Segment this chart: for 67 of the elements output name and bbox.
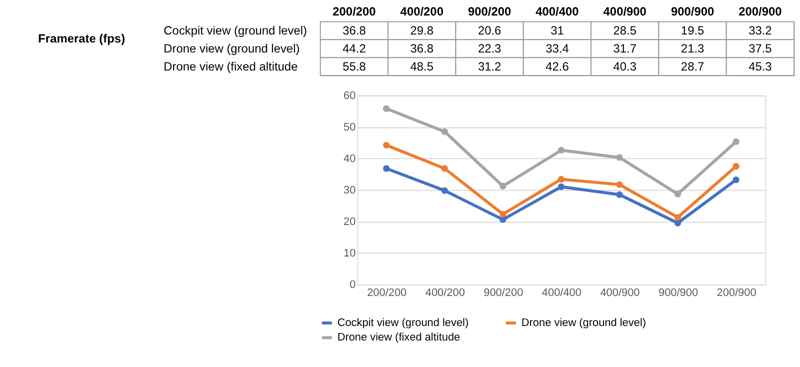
point [732,176,740,184]
y-tick-label: 50 [344,121,356,134]
data-label: 33.4 [546,42,570,56]
data-label: 44.2 [342,42,366,56]
x-tick-label: 400/400 [542,286,582,299]
point [616,154,623,161]
point [383,142,390,149]
data-label: 19.5 [680,24,705,38]
y-tick-label: Drone view (ground level) [164,42,300,56]
y-tick-label: 40 [344,152,356,165]
point [558,183,565,190]
data-label: 21.3 [680,42,705,56]
data-label: 28.5 [613,24,637,38]
point [616,181,623,188]
point [383,165,390,172]
x-tick-label: 900/900 [670,4,714,18]
data-label: 29.8 [410,24,434,38]
x-tick-label: 900/900 [658,286,698,299]
y-tick-label: 60 [344,90,356,102]
data-label: 42.6 [546,60,570,74]
point [500,182,506,190]
point [500,210,506,218]
data-label: 31.2 [478,60,502,74]
point [441,165,448,172]
data-label: 36.8 [342,24,366,38]
point [441,128,448,135]
point [383,105,390,112]
data-label: 40.3 [613,60,637,74]
x-tick-label: 400/200 [400,4,444,18]
data-label: 28.7 [680,60,705,74]
point [674,220,682,226]
x-tick-label: 900/200 [468,4,512,18]
data-label: 36.8 [410,42,434,56]
y-tick-label: 0 [350,278,356,291]
y-tick-label: 10 [344,247,356,260]
data-label: 20.6 [478,24,502,38]
data-label: 37.5 [748,42,772,56]
x-tick-label: 400/400 [536,4,580,18]
x-tick-label: 400/900 [600,286,640,299]
x-tick-label: 200/200 [367,286,407,299]
data-label: 31 [550,24,564,38]
text: Framerate (fps) [38,32,126,46]
point [558,176,565,183]
point [441,187,448,194]
legend-label: Drone view (ground level) [521,316,646,329]
data-label: 22.3 [478,42,502,56]
y-tick-label: Cockpit view (ground level) [164,24,308,38]
point [732,162,740,170]
point [616,191,623,198]
x-tick-label: 200/200 [332,4,376,18]
point [674,190,682,198]
data-label: 45.3 [748,60,772,74]
x-tick-label: 400/200 [425,286,465,299]
data-label: 55.8 [342,60,366,74]
y-tick-label: 30 [344,184,356,196]
data-label: 48.5 [410,60,434,74]
data-label: 31.7 [613,42,637,56]
y-tick-label: 20 [344,216,356,228]
data-label: 33.2 [748,24,772,38]
x-tick-label: 200/900 [738,4,782,18]
point [674,214,682,221]
point [732,138,740,146]
x-tick-label: 400/900 [603,4,647,18]
point [558,146,565,154]
x-tick-label: 200/900 [716,286,756,299]
x-tick-label: 900/200 [484,286,524,299]
y-tick-label: Drone view (fixed altitude [164,60,298,74]
